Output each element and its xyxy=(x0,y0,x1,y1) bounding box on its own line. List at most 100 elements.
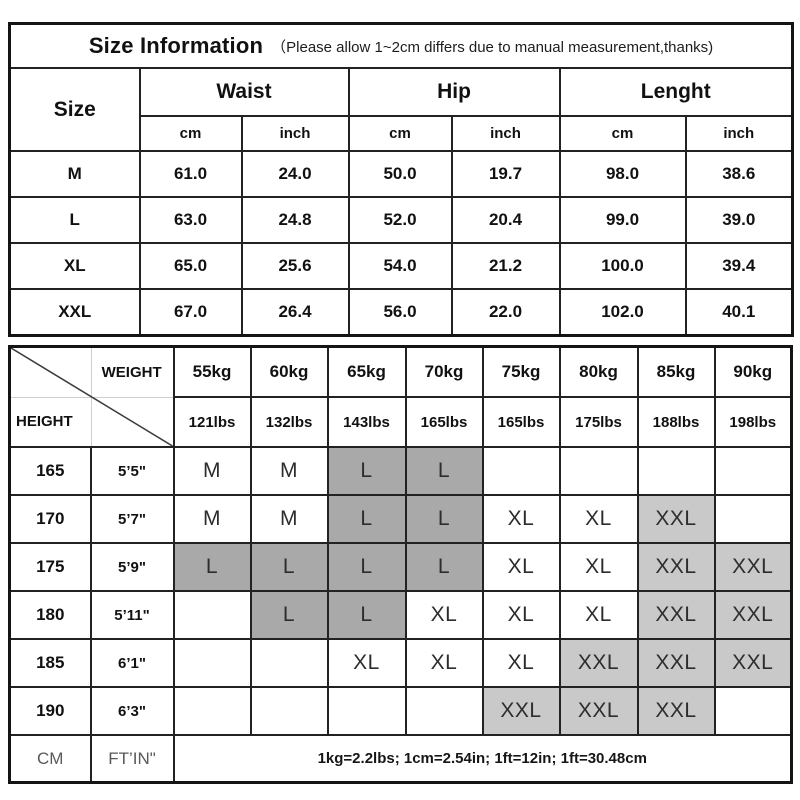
weight-lbs-header-7: 198lbs xyxy=(713,396,793,448)
weight-kg-header-2: 65kg xyxy=(326,345,407,398)
height-row-190: 190 6’3" XXL XXL XXL xyxy=(8,686,793,736)
size-table-title-cell: Size Information （Please allow 1~2cm dif… xyxy=(8,22,794,69)
size-label-L: L xyxy=(8,196,141,244)
size-cell-175-55kg: L xyxy=(172,542,252,592)
size-cell-170-55kg: M xyxy=(172,494,252,544)
waist-cm-XXL: 67.0 xyxy=(138,288,243,337)
size-cell-170-75kg: XL xyxy=(481,494,561,544)
height-axis-label: HEIGHT xyxy=(16,413,73,430)
height-cm-185: 185 xyxy=(8,638,92,688)
size-information-table: Size Information （Please allow 1~2cm dif… xyxy=(8,22,794,337)
size-cell-180-55kg xyxy=(172,590,252,640)
height-ftin-165: 5’5" xyxy=(89,446,175,496)
weight-lbs-header-4: 165lbs xyxy=(481,396,561,448)
waist-inch-L: 24.8 xyxy=(240,196,350,244)
size-cell-180-65kg: L xyxy=(326,590,407,640)
size-cell-165-55kg: M xyxy=(172,446,252,496)
waist-cm-L: 63.0 xyxy=(138,196,243,244)
height-row-170: 170 5’7" M M L L XL XL XXL xyxy=(8,494,793,544)
weight-kg-header-1: 60kg xyxy=(249,345,329,398)
size-cell-165-60kg: M xyxy=(249,446,329,496)
size-cell-180-70kg: XL xyxy=(404,590,484,640)
waist-cm-header: cm xyxy=(138,115,243,152)
size-cell-185-85kg: XXL xyxy=(636,638,716,688)
diagonal-line xyxy=(11,348,172,446)
height-weight-table: WEIGHT HEIGHT 55kg 60kg 65kg 70kg 75kg 80kg 85… xyxy=(8,345,793,784)
size-row-L: L 63.0 24.8 52.0 20.4 99.0 39.0 xyxy=(8,196,794,244)
hip-inch-L: 20.4 xyxy=(450,196,561,244)
waist-inch-header: inch xyxy=(240,115,350,152)
size-cell-165-80kg xyxy=(558,446,639,496)
length-inch-L: 39.0 xyxy=(684,196,794,244)
weight-kg-header-6: 85kg xyxy=(636,345,716,398)
size-cell-175-65kg: L xyxy=(326,542,407,592)
size-cell-170-60kg: M xyxy=(249,494,329,544)
size-table-group-header-row: Size Waist Hip Lenght xyxy=(8,67,794,152)
size-cell-185-70kg: XL xyxy=(404,638,484,688)
height-ftin-190: 6’3" xyxy=(89,686,175,736)
height-row-180: 180 5’11" L L XL XL XL XXL XXL xyxy=(8,590,793,640)
size-column-header: Size xyxy=(8,67,141,152)
ftin-unit-label: FT’IN" xyxy=(89,734,175,784)
weight-kg-header-3: 70kg xyxy=(404,345,484,398)
size-cell-190-85kg: XXL xyxy=(636,686,716,736)
size-cell-165-75kg xyxy=(481,446,561,496)
hip-inch-XXL: 22.0 xyxy=(450,288,561,337)
size-cell-165-70kg: L xyxy=(404,446,484,496)
height-cm-165: 165 xyxy=(8,446,92,496)
size-table-unit-row: cm inch cm inch cm inch xyxy=(10,115,794,152)
hip-group-header: Hip xyxy=(347,67,561,117)
size-cell-170-80kg: XL xyxy=(558,494,639,544)
size-cell-190-75kg: XXL xyxy=(481,686,561,736)
size-cell-165-85kg xyxy=(636,446,716,496)
size-cell-190-60kg xyxy=(249,686,329,736)
size-row-XL: XL 65.0 25.6 54.0 21.2 100.0 39.4 xyxy=(8,242,794,290)
size-cell-175-80kg: XL xyxy=(558,542,639,592)
length-cm-L: 99.0 xyxy=(558,196,687,244)
size-row-XXL: XXL 67.0 26.4 56.0 22.0 102.0 40.1 xyxy=(8,288,794,337)
weight-kg-header-5: 80kg xyxy=(558,345,639,398)
length-group-header: Lenght xyxy=(558,67,794,117)
height-ftin-170: 5’7" xyxy=(89,494,175,544)
size-cell-175-90kg: XXL xyxy=(713,542,793,592)
height-weight-diagonal-cell: WEIGHT HEIGHT xyxy=(8,345,175,448)
size-cell-190-55kg xyxy=(172,686,252,736)
waist-group-header: Waist xyxy=(138,67,350,117)
size-cell-180-60kg: L xyxy=(249,590,329,640)
size-label-XL: XL xyxy=(8,242,141,290)
size-label-M: M xyxy=(8,150,141,198)
size-cell-185-60kg xyxy=(249,638,329,688)
hip-cm-XL: 54.0 xyxy=(347,242,453,290)
fit-table-body: 165 5’5" M M L L 170 5’7" M M L L XL XL XXL 175 5’9" L L L L… xyxy=(8,446,793,736)
length-cm-header: cm xyxy=(558,115,687,152)
unit-conversion-note: 1kg=2.2lbs; 1cm=2.54in; 1ft=12in; 1ft=30… xyxy=(172,734,793,784)
size-label-XXL: XXL xyxy=(8,288,141,337)
hip-cm-XXL: 56.0 xyxy=(347,288,453,337)
size-cell-170-85kg: XXL xyxy=(636,494,716,544)
hip-inch-header: inch xyxy=(450,115,561,152)
waist-inch-XXL: 26.4 xyxy=(240,288,350,337)
size-cell-170-70kg: L xyxy=(404,494,484,544)
waist-inch-XL: 25.6 xyxy=(240,242,350,290)
hip-inch-M: 19.7 xyxy=(450,150,561,198)
length-inch-M: 38.6 xyxy=(684,150,794,198)
conversion-row: CM FT’IN" 1kg=2.2lbs; 1cm=2.54in; 1ft=12… xyxy=(8,734,793,784)
weight-kg-header-7: 90kg xyxy=(713,345,793,398)
weight-axis-label: WEIGHT xyxy=(101,364,162,381)
size-table-note: （Please allow 1~2cm differs due to manua… xyxy=(271,38,714,56)
weight-lbs-header-0: 121lbs xyxy=(172,396,252,448)
weight-kg-header-row: WEIGHT HEIGHT 55kg 60kg 65kg 70kg 75kg 80kg 85… xyxy=(8,345,793,448)
hip-cm-header: cm xyxy=(347,115,453,152)
size-cell-185-75kg: XL xyxy=(481,638,561,688)
size-table-body: M 61.0 24.0 50.0 19.7 98.0 38.6 L 63.0 24.8 52.0 20… xyxy=(8,150,794,337)
size-cell-180-90kg: XXL xyxy=(713,590,793,640)
hip-cm-M: 50.0 xyxy=(347,150,453,198)
size-cell-185-65kg: XL xyxy=(326,638,407,688)
size-cell-165-90kg xyxy=(713,446,793,496)
size-cell-175-85kg: XXL xyxy=(636,542,716,592)
height-ftin-185: 6’1" xyxy=(89,638,175,688)
size-cell-180-75kg: XL xyxy=(481,590,561,640)
height-row-185: 185 6’1" XL XL XL XXL XXL XXL xyxy=(8,638,793,688)
length-inch-XL: 39.4 xyxy=(684,242,794,290)
length-inch-XXL: 40.1 xyxy=(684,288,794,337)
